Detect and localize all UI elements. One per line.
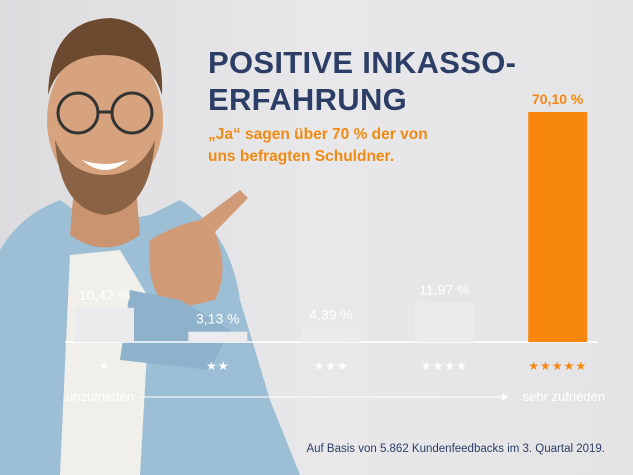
subheadline-line-1: „Ja“ sagen über 70 % der von <box>208 126 428 143</box>
data-label: 3,13 % <box>196 311 240 327</box>
bar <box>528 112 588 342</box>
data-label: 11,97 % <box>419 282 469 298</box>
data-label: 4,39 % <box>309 307 353 323</box>
bar <box>75 307 134 342</box>
data-label: 70,10 % <box>532 91 584 107</box>
scale-arrow-head <box>502 393 508 401</box>
star-rating-label: ★★★ <box>313 359 348 373</box>
headline: POSITIVE INKASSO- ERFAHRUNG <box>208 44 516 118</box>
headline-line-2: ERFAHRUNG <box>208 82 408 117</box>
scale-right-label: sehr zufrieden <box>523 389 605 404</box>
footnote: Auf Basis von 5.862 Kundenfeedbacks im 3… <box>306 443 605 455</box>
data-label: 10,42 % <box>79 287 130 303</box>
subheadline-line-2: uns befragten Schuldner. <box>208 148 395 165</box>
bar <box>301 327 361 342</box>
bar <box>188 331 248 342</box>
scale-left-label: unzufrieden <box>66 389 134 404</box>
bar <box>414 302 474 342</box>
star-rating-label: ★★★★ <box>421 359 468 373</box>
star-rating-label: ★ <box>99 359 111 373</box>
star-rating-label: ★★ <box>206 359 230 373</box>
subheadline: „Ja“ sagen über 70 % der von uns befragt… <box>208 124 428 168</box>
star-rating-label: ★★★★★ <box>528 359 587 373</box>
headline-line-1: POSITIVE INKASSO- <box>208 45 517 80</box>
